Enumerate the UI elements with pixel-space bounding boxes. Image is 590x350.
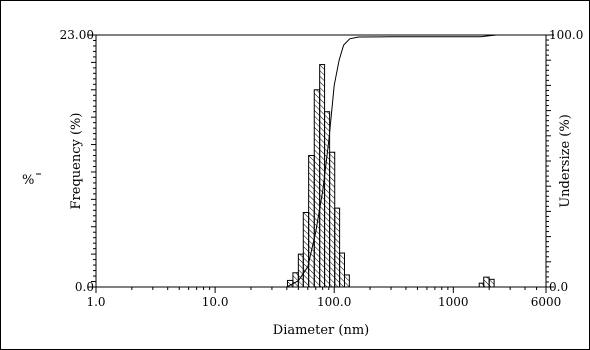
x-tick-label-3: 1000 bbox=[438, 295, 469, 309]
x-tick-label-4: 6000 bbox=[531, 295, 562, 309]
frequency-bar-13 bbox=[483, 276, 490, 288]
frequency-bar-10 bbox=[339, 252, 345, 288]
y-left-axis-label: Frequency (%) bbox=[69, 113, 84, 210]
x-minor-ticks bbox=[131, 287, 538, 290]
x-tick-label-0: 1.0 bbox=[86, 295, 105, 309]
frequency-bar-5 bbox=[313, 89, 321, 288]
frequency-bar-2 bbox=[297, 253, 304, 288]
side-percent-label: % bbox=[22, 173, 34, 188]
frequency-bar-6 bbox=[319, 64, 326, 288]
frequency-bar-1 bbox=[292, 272, 299, 288]
x-tick-label-1: 10.0 bbox=[202, 295, 229, 309]
frequency-bar-12 bbox=[478, 282, 485, 288]
y-right-tick-label-0: 0.0 bbox=[549, 280, 568, 294]
x-axis-ticks: 1.0 10.0 100.0 1000 6000 bbox=[86, 287, 561, 309]
y-right-tick-label-1: 100.0 bbox=[549, 28, 583, 42]
frequency-bars bbox=[286, 64, 495, 288]
y-left-axis-ticks: 0.0 23.00 bbox=[60, 28, 96, 294]
frequency-bar-4 bbox=[308, 155, 315, 288]
frequency-bar-8 bbox=[329, 151, 336, 288]
x-tick-label-2: 100.0 bbox=[317, 295, 351, 309]
frequency-bar-14 bbox=[488, 278, 495, 288]
y-left-tick-label-0: 0.0 bbox=[75, 280, 94, 294]
y-right-axis-ticks: 0.0 100.0 bbox=[546, 28, 583, 294]
x-axis-label: Diameter (nm) bbox=[273, 323, 369, 338]
frequency-bar-3 bbox=[302, 211, 310, 288]
y-left-tick-label-1: 23.00 bbox=[60, 28, 94, 42]
y-right-axis-label: Undersize (%) bbox=[558, 114, 573, 208]
frequency-bar-11 bbox=[343, 274, 350, 288]
frequency-bar-9 bbox=[334, 207, 341, 288]
undersize-curve bbox=[286, 34, 497, 288]
